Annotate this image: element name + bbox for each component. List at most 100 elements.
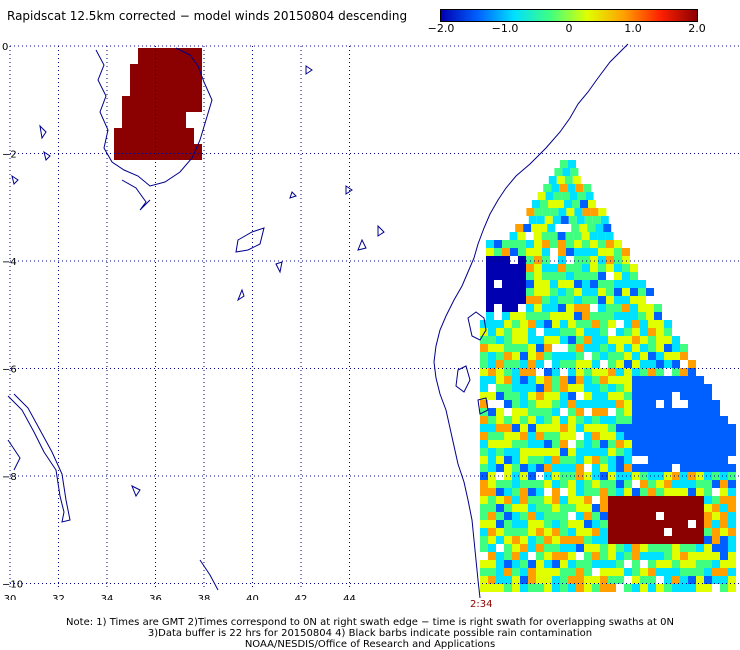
- swath-cell: [648, 480, 656, 488]
- swath-cell: [488, 328, 496, 336]
- swath-cell: [494, 288, 502, 296]
- swath-cell: [146, 56, 154, 64]
- swath-cell: [496, 464, 504, 472]
- swath-cell: [632, 328, 640, 336]
- swath-cell: [704, 400, 712, 408]
- swath-cell: [542, 288, 550, 296]
- swath-cell: [552, 576, 560, 584]
- swath-cell: [608, 440, 616, 448]
- swath-cell: [632, 552, 640, 560]
- swath-cell: [584, 440, 592, 448]
- swath-cell: [534, 312, 542, 320]
- swath-cell: [170, 128, 178, 136]
- swath-cell: [616, 328, 624, 336]
- swath-cell: [582, 312, 590, 320]
- swath-time: 2:34: [470, 599, 493, 610]
- swath-cell: [624, 584, 632, 592]
- swath-cell: [502, 280, 510, 288]
- swath-cell: [632, 536, 640, 544]
- swath-cell: [680, 552, 688, 560]
- swath-cell: [536, 536, 544, 544]
- swath-cell: [138, 136, 146, 144]
- swath-cell: [560, 320, 568, 328]
- swath-cell: [504, 520, 512, 528]
- swath-cell: [576, 504, 584, 512]
- swath-cell: [672, 360, 680, 368]
- swath-cell: [624, 504, 632, 512]
- swath-cell: [576, 384, 584, 392]
- swath-cell: [552, 504, 560, 512]
- swath-cell: [592, 472, 600, 480]
- swath-cell: [520, 384, 528, 392]
- swath-cell: [480, 328, 488, 336]
- swath-cell: [577, 192, 586, 200]
- swath-cell: [656, 480, 664, 488]
- swath-cell: [656, 568, 664, 576]
- swath-cell: [598, 272, 606, 280]
- swath-cell: [542, 240, 550, 248]
- swath-cell: [122, 104, 130, 112]
- swath-cell: [592, 328, 600, 336]
- swath-cell: [528, 472, 536, 480]
- swath-cell: [696, 376, 704, 384]
- swath-cell: [552, 328, 560, 336]
- swath-cell: [576, 400, 584, 408]
- swath-cell: [486, 264, 494, 272]
- swath-cell: [574, 256, 582, 264]
- swath-cell: [632, 384, 640, 392]
- swath-cell: [544, 568, 552, 576]
- swath-cell: [664, 416, 672, 424]
- swath-cell: [504, 416, 512, 424]
- swath-cell: [712, 560, 720, 568]
- swath-cell: [568, 472, 576, 480]
- swath-cell: [488, 432, 496, 440]
- swath-cell: [122, 136, 130, 144]
- swath-cell: [688, 584, 696, 592]
- swath-cell: [672, 352, 680, 360]
- swath-cell: [656, 456, 664, 464]
- swath-cell: [528, 328, 536, 336]
- swath-cell: [728, 584, 736, 592]
- swath-cell: [616, 440, 624, 448]
- swath-cell: [696, 456, 704, 464]
- swath-cell: [640, 384, 648, 392]
- swath-cell: [728, 528, 736, 536]
- swath-cell: [582, 256, 590, 264]
- swath-cell: [664, 504, 672, 512]
- swath-cell: [536, 440, 544, 448]
- swath-cell: [558, 240, 566, 248]
- swath-cell: [550, 288, 558, 296]
- swath-cell: [704, 520, 712, 528]
- swath-cell: [528, 512, 536, 520]
- swath-cell: [624, 352, 632, 360]
- swath-cell: [146, 72, 154, 80]
- swath-cell: [130, 144, 138, 152]
- swath-cell: [486, 280, 494, 288]
- swath-cell: [704, 512, 712, 520]
- swath-cell: [574, 288, 582, 296]
- swath-cell: [592, 528, 600, 536]
- footnote: Note: 1) Times are GMT 2)Times correspon…: [0, 617, 740, 650]
- swath-cell: [574, 240, 582, 248]
- swath-cell: [512, 408, 520, 416]
- swath-cell: [560, 376, 568, 384]
- swath-cell: [480, 448, 488, 456]
- swath-cell: [584, 424, 592, 432]
- swath-cell: [640, 584, 648, 592]
- swath-cell: [624, 320, 632, 328]
- swath-cell: [550, 264, 558, 272]
- swath-cell: [712, 536, 720, 544]
- swath-cell: [544, 552, 552, 560]
- swath-cell: [688, 512, 696, 520]
- swath-cell: [504, 360, 512, 368]
- swath-cell: [574, 312, 582, 320]
- swath-cell: [584, 536, 592, 544]
- swath-cell: [186, 72, 194, 80]
- swath-cell: [170, 80, 178, 88]
- swath-cell: [170, 64, 178, 72]
- swath-cell: [536, 424, 544, 432]
- swath-cell: [583, 184, 592, 192]
- swath-cell: [576, 496, 584, 504]
- swath-cell: [504, 568, 512, 576]
- swath-cell: [154, 80, 162, 88]
